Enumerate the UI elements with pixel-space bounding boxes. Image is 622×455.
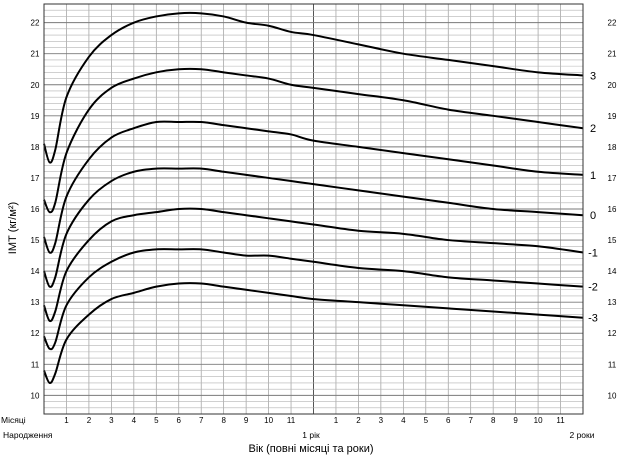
series-label: 3 xyxy=(590,70,596,82)
y-tick-label: 13 xyxy=(31,298,40,307)
x-axis-label: Вік (повні місяці та роки) xyxy=(248,443,373,455)
x-tick-label: 2 xyxy=(356,416,361,425)
series-line xyxy=(43,282,584,384)
x-tick-label: 11 xyxy=(287,416,296,425)
series-line xyxy=(43,11,584,164)
y-tick-label: 15 xyxy=(31,236,40,245)
birth-label: Народження xyxy=(3,430,53,440)
y-tick-label: 10 xyxy=(608,391,617,400)
y-tick-label: 20 xyxy=(608,81,617,90)
y-tick-label: 13 xyxy=(608,298,617,307)
x-tick-label: 7 xyxy=(468,416,473,425)
x-tick-label: 5 xyxy=(154,416,159,425)
y-tick-label: 17 xyxy=(31,174,40,183)
series-line xyxy=(43,120,584,254)
series-line xyxy=(43,207,584,323)
y-tick-label: 20 xyxy=(31,81,40,90)
y-tick-label: 19 xyxy=(608,112,617,121)
x-tick-label: 1 xyxy=(64,416,69,425)
y-tick-label: 18 xyxy=(31,143,40,152)
series-label: 1 xyxy=(590,170,596,182)
series-line xyxy=(43,67,584,214)
y-tick-label: 22 xyxy=(608,19,617,28)
x-tick-label: 6 xyxy=(177,416,182,425)
x-tick-label: 9 xyxy=(244,416,249,425)
x-tick-label: 1 xyxy=(334,416,339,425)
series-labels: 3 2 1 0 -1 -2 -3 xyxy=(588,70,598,324)
y-tick-label: 15 xyxy=(608,236,617,245)
y-tick-label: 18 xyxy=(608,143,617,152)
x-tick-label: 2 xyxy=(87,416,92,425)
y-tick-label: 14 xyxy=(608,267,617,276)
row-label: Місяці xyxy=(1,415,26,425)
y-tick-label: 14 xyxy=(31,267,40,276)
series-lines xyxy=(43,11,584,384)
x-tick-label: 5 xyxy=(424,416,429,425)
x-tick-label: 7 xyxy=(199,416,204,425)
series-label: -1 xyxy=(588,247,598,259)
one-year-label: 1 рік xyxy=(302,430,320,440)
x-tick-label: 4 xyxy=(401,416,406,425)
y-tick-label: 21 xyxy=(31,50,40,59)
y-tick-label: 12 xyxy=(608,329,617,338)
x-tick-label: 9 xyxy=(513,416,518,425)
x-tick-label: 8 xyxy=(221,416,226,425)
y-axis-label: ІМТ (кг/м²) xyxy=(7,202,19,254)
y-tick-label: 12 xyxy=(31,329,40,338)
series-label: -2 xyxy=(588,282,598,294)
series-label: -3 xyxy=(588,313,598,325)
x-tick-label: 8 xyxy=(491,416,496,425)
x-ticks: 1 2 3 4 5 6 7 8 9 10 11 1 2 3 4 5 6 7 8 9 10 11 xyxy=(64,416,565,425)
y-tick-label: 16 xyxy=(31,205,40,214)
y-ticks-left: 10 11 12 13 14 15 16 17 18 19 20 21 22 xyxy=(31,19,40,401)
x-tick-label: 10 xyxy=(264,416,273,425)
y-tick-label: 11 xyxy=(31,360,40,369)
x-tick-label: 6 xyxy=(446,416,451,425)
x-tick-label: 3 xyxy=(379,416,384,425)
series-line xyxy=(43,248,584,351)
x-tick-label: 11 xyxy=(556,416,565,425)
y-tick-label: 16 xyxy=(608,205,617,214)
y-tick-label: 19 xyxy=(31,112,40,121)
plot-border xyxy=(43,3,584,415)
series-line xyxy=(43,167,584,288)
two-years-label: 2 роки xyxy=(569,430,594,440)
y-tick-label: 21 xyxy=(608,50,617,59)
x-tick-label: 10 xyxy=(534,416,543,425)
x-tick-label: 4 xyxy=(132,416,137,425)
y-tick-label: 11 xyxy=(608,360,617,369)
y-tick-label: 17 xyxy=(608,174,617,183)
y-tick-label: 10 xyxy=(31,391,40,400)
y-ticks-right: 10 11 12 13 14 15 16 17 18 19 20 21 22 xyxy=(608,19,617,401)
plot-frame xyxy=(43,3,584,415)
series-label: 2 xyxy=(590,123,596,135)
x-tick-label: 3 xyxy=(109,416,114,425)
series-label: 0 xyxy=(590,210,596,222)
y-tick-label: 22 xyxy=(31,19,40,28)
